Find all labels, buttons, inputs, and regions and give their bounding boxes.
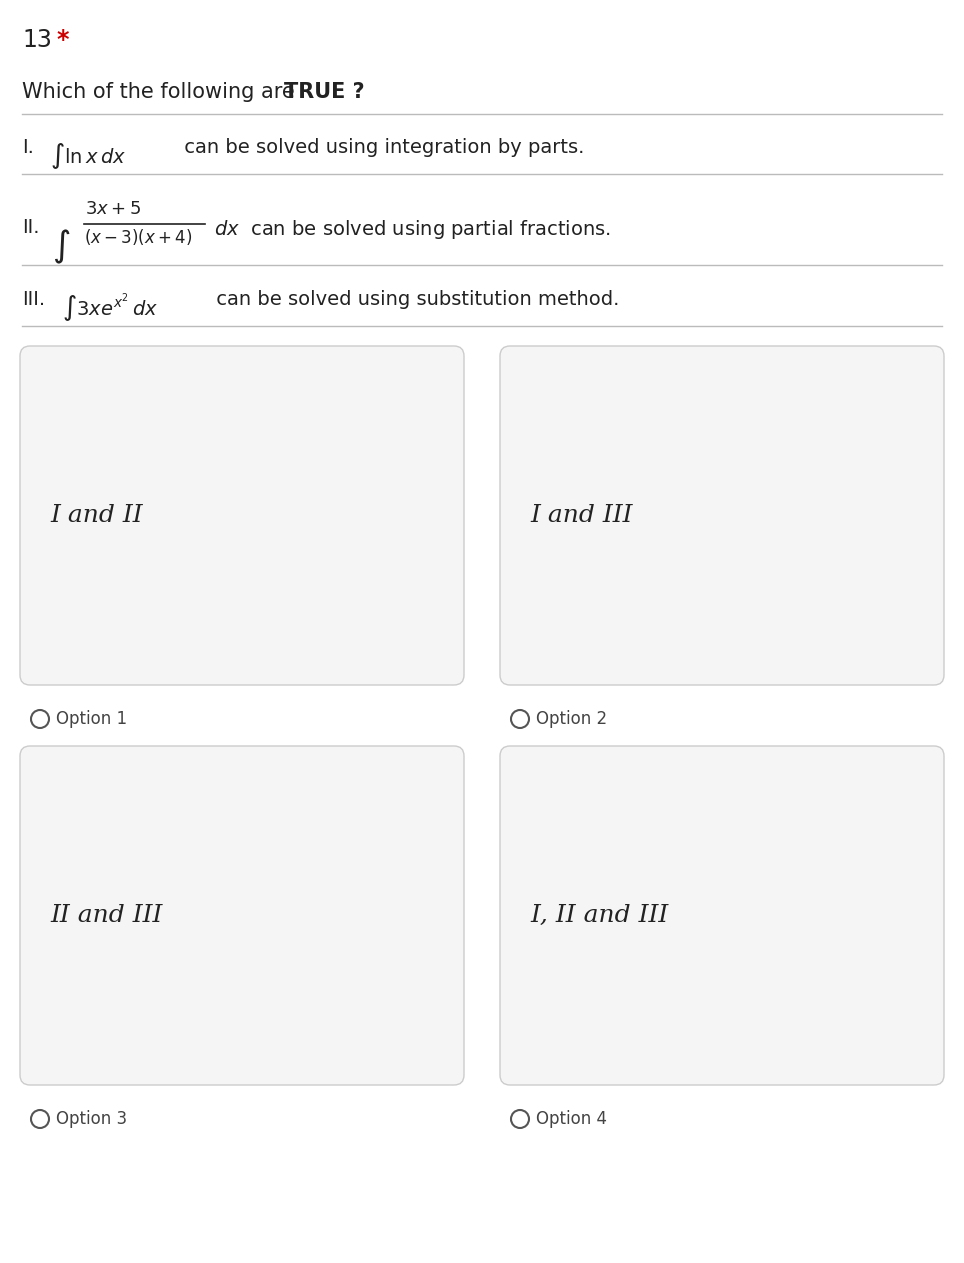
Text: Option 3: Option 3 — [56, 1110, 127, 1128]
Text: $dx$  can be solved using partial fractions.: $dx$ can be solved using partial fractio… — [214, 218, 611, 241]
FancyBboxPatch shape — [500, 346, 944, 685]
Text: TRUE ?: TRUE ? — [284, 82, 364, 102]
Text: $(x-3)(x+4)$: $(x-3)(x+4)$ — [84, 227, 192, 248]
FancyBboxPatch shape — [20, 746, 464, 1085]
Text: I.: I. — [22, 138, 34, 157]
Text: 13: 13 — [22, 28, 52, 52]
FancyBboxPatch shape — [20, 346, 464, 685]
Text: Option 1: Option 1 — [56, 710, 127, 727]
Text: I, II and III: I, II and III — [530, 904, 668, 927]
Text: II and III: II and III — [50, 904, 162, 927]
Text: $\int \ln x\, dx$: $\int \ln x\, dx$ — [50, 141, 126, 171]
Text: II.: II. — [22, 218, 40, 237]
Text: $\int 3xe^{x^2}\, dx$: $\int 3xe^{x^2}\, dx$ — [62, 293, 158, 325]
Circle shape — [511, 710, 529, 727]
Text: $3x+5$: $3x+5$ — [85, 200, 141, 218]
Text: Option 4: Option 4 — [536, 1110, 607, 1128]
Text: *: * — [56, 28, 68, 52]
Text: III.: III. — [22, 290, 45, 309]
Text: I and II: I and II — [50, 504, 143, 527]
Text: I and III: I and III — [530, 504, 632, 527]
Circle shape — [511, 1110, 529, 1128]
Circle shape — [31, 710, 49, 727]
Text: Option 2: Option 2 — [536, 710, 607, 727]
Text: can be solved using integration by parts.: can be solved using integration by parts… — [178, 138, 584, 157]
Text: can be solved using substitution method.: can be solved using substitution method. — [210, 290, 620, 309]
FancyBboxPatch shape — [500, 746, 944, 1085]
Text: $\int$: $\int$ — [52, 229, 70, 266]
Text: Which of the following are: Which of the following are — [22, 82, 302, 102]
Circle shape — [31, 1110, 49, 1128]
